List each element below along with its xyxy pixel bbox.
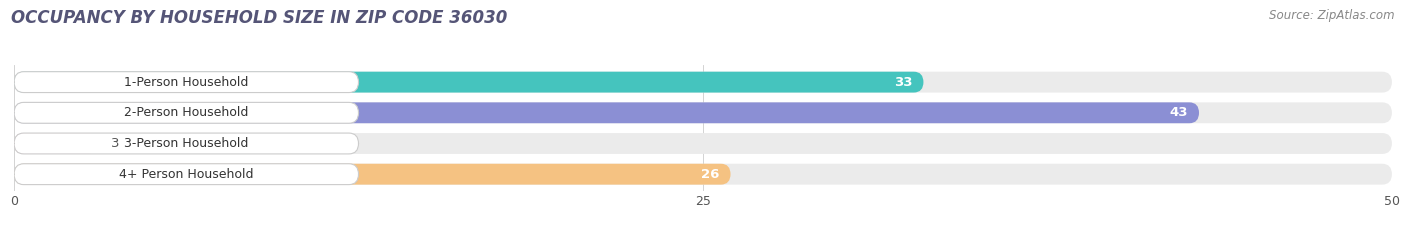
- FancyBboxPatch shape: [14, 133, 97, 154]
- FancyBboxPatch shape: [14, 133, 1392, 154]
- FancyBboxPatch shape: [14, 133, 359, 154]
- Text: OCCUPANCY BY HOUSEHOLD SIZE IN ZIP CODE 36030: OCCUPANCY BY HOUSEHOLD SIZE IN ZIP CODE …: [11, 9, 508, 27]
- Text: 3-Person Household: 3-Person Household: [124, 137, 249, 150]
- Text: Source: ZipAtlas.com: Source: ZipAtlas.com: [1270, 9, 1395, 22]
- Text: 3: 3: [111, 137, 120, 150]
- FancyBboxPatch shape: [14, 102, 1392, 123]
- Text: 33: 33: [894, 76, 912, 89]
- Text: 2-Person Household: 2-Person Household: [124, 106, 249, 119]
- Text: 43: 43: [1170, 106, 1188, 119]
- Text: 26: 26: [702, 168, 720, 181]
- Text: 4+ Person Household: 4+ Person Household: [120, 168, 253, 181]
- FancyBboxPatch shape: [14, 72, 924, 93]
- Text: 1-Person Household: 1-Person Household: [124, 76, 249, 89]
- FancyBboxPatch shape: [14, 102, 1199, 123]
- FancyBboxPatch shape: [14, 164, 1392, 185]
- FancyBboxPatch shape: [14, 72, 1392, 93]
- FancyBboxPatch shape: [14, 164, 731, 185]
- FancyBboxPatch shape: [14, 164, 359, 185]
- FancyBboxPatch shape: [14, 72, 359, 93]
- FancyBboxPatch shape: [14, 102, 359, 123]
